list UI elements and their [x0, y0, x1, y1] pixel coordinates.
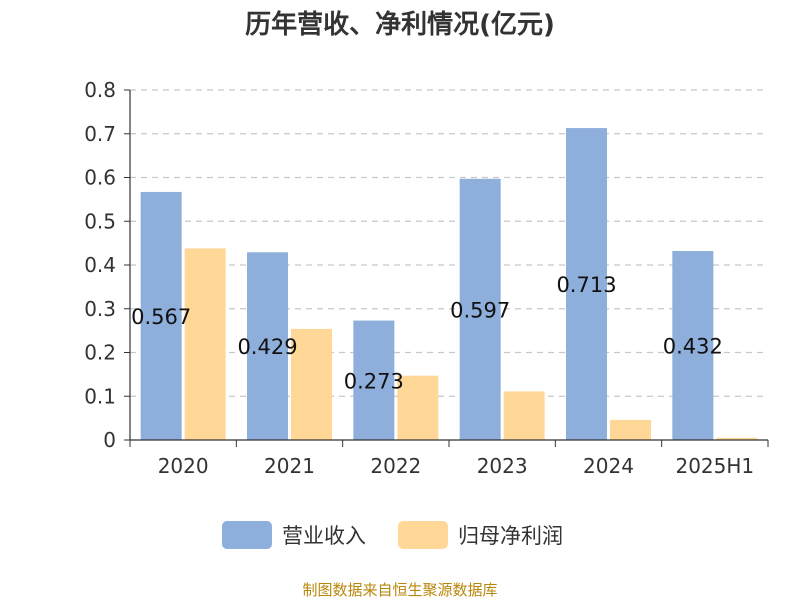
- data-label-revenue: 0.273: [344, 369, 404, 393]
- data-label-revenue: 0.429: [237, 335, 297, 359]
- y-tick-label: 0.6: [84, 166, 116, 190]
- bar-net-profit-2024[interactable]: [610, 419, 651, 440]
- y-tick-label: 0.2: [84, 341, 116, 365]
- y-tick-label: 0.4: [84, 253, 116, 277]
- bar-net-profit-2025H1[interactable]: [716, 437, 758, 440]
- bar-revenue-2024[interactable]: [566, 128, 607, 440]
- bar-revenue-2025H1[interactable]: [672, 251, 714, 440]
- data-labels: 0.567 0.429 0.273 0.597 0.713 0.432: [131, 273, 723, 393]
- legend[interactable]: 营业收入 归母净利润: [222, 521, 563, 549]
- x-tick-label: 2023: [477, 454, 528, 478]
- grid-lines: [130, 89, 768, 397]
- bar-net-profit-2021[interactable]: [291, 328, 332, 440]
- data-label-revenue: 0.597: [450, 298, 510, 322]
- data-label-revenue: 0.713: [556, 273, 616, 297]
- x-tick-label: 2024: [583, 454, 634, 478]
- y-tick-label: 0.7: [84, 122, 116, 146]
- chart-title: 历年营收、净利情况(亿元): [245, 10, 555, 40]
- x-tick-label: 2020: [158, 454, 209, 478]
- data-label-revenue: 0.432: [663, 335, 723, 359]
- source-note: 制图数据来自恒生聚源数据库: [302, 581, 498, 599]
- x-tick-label: 2025H1: [675, 454, 754, 478]
- y-tick-label: 0.8: [84, 78, 116, 102]
- x-tick-label: 2022: [370, 454, 421, 478]
- x-tick-label: 2021: [264, 454, 315, 478]
- y-tick-label: 0.3: [84, 297, 116, 321]
- bar-revenue-2022[interactable]: [353, 320, 395, 440]
- data-label-revenue: 0.567: [131, 305, 191, 329]
- bars: [140, 128, 758, 440]
- y-tick-label: 0.5: [84, 209, 116, 233]
- legend-swatch-net-profit[interactable]: [398, 521, 448, 549]
- legend-label-net-profit[interactable]: 归母净利润: [458, 524, 563, 548]
- bar-revenue-2021[interactable]: [247, 252, 288, 440]
- bar-net-profit-2023[interactable]: [503, 391, 545, 440]
- axes: 0 0.1 0.2 0.3 0.4 0.5 0.6 0.7 0.8 2020 2021 2022 202…: [84, 78, 769, 478]
- bar-revenue-2023[interactable]: [459, 178, 501, 440]
- y-tick-label: 0.1: [84, 384, 116, 408]
- legend-swatch-revenue[interactable]: [222, 521, 272, 549]
- bar-revenue-2020[interactable]: [140, 191, 182, 440]
- legend-label-revenue[interactable]: 营业收入: [282, 524, 366, 548]
- y-tick-label: 0: [103, 428, 116, 452]
- bar-net-profit-2022[interactable]: [397, 375, 439, 440]
- bar-net-profit-2020[interactable]: [184, 248, 226, 440]
